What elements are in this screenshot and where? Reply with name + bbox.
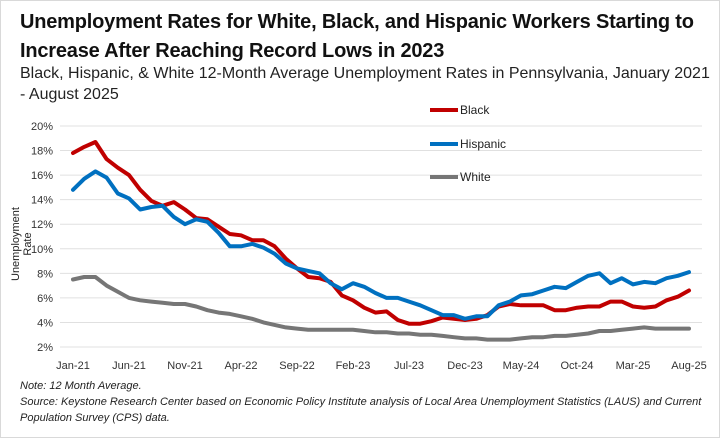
series-lines [71,140,691,342]
legend-label-black: Black [460,103,490,117]
y-tick-label: 10% [31,244,53,256]
y-tick-label: 2% [37,342,53,354]
series-line-white [71,275,691,342]
series-line-hispanic [71,169,691,321]
chart-subtitle: Black, Hispanic, & White 12-Month Averag… [20,65,710,103]
legend-label-hispanic: Hispanic [460,137,506,151]
series-line-black [71,140,691,326]
y-tick-label: 18% [31,146,53,158]
legend: Black Hispanic White [430,103,506,184]
x-tick-label: Jul-23 [394,360,424,372]
x-tick-label: Jun-21 [112,360,146,372]
x-tick-label: May-24 [503,360,540,372]
footnote: Note: 12 Month Average. Source: Keystone… [20,378,710,426]
y-tick-label: 12% [31,219,53,231]
gridlines [60,125,702,348]
x-tick-label: Mar-25 [616,360,651,372]
x-tick-label: Jan-21 [56,360,90,372]
note-text: Note: 12 Month Average. [20,380,142,392]
x-tick-label: Nov-21 [167,360,202,372]
y-tick-label: 6% [37,293,53,305]
source-text: Source: Keystone Research Center based o… [20,396,702,424]
legend-label-white: White [460,170,491,184]
x-tick-label: Sep-22 [279,360,314,372]
y-tick-label: 4% [37,317,53,329]
x-tick-label: Dec-23 [447,360,482,372]
chart-title: Unemployment Rates for White, Black, and… [20,11,694,62]
y-tick-label: 16% [31,170,53,182]
y-tick-label: 8% [37,268,53,280]
y-tick-labels: 2% 4% 6% 8% 10% 12% 14% 16% 18% 20% [31,121,53,354]
x-tick-label: Oct-24 [560,360,593,372]
x-tick-label: Aug-25 [671,360,706,372]
x-tick-label: Feb-23 [336,360,371,372]
x-tick-label: Apr-22 [224,360,257,372]
y-tick-label: 14% [31,195,53,207]
y-tick-label: 20% [31,121,53,133]
x-tick-labels: Jan-21 Jun-21 Nov-21 Apr-22 Sep-22 Feb-23 Jul-… [56,360,707,372]
